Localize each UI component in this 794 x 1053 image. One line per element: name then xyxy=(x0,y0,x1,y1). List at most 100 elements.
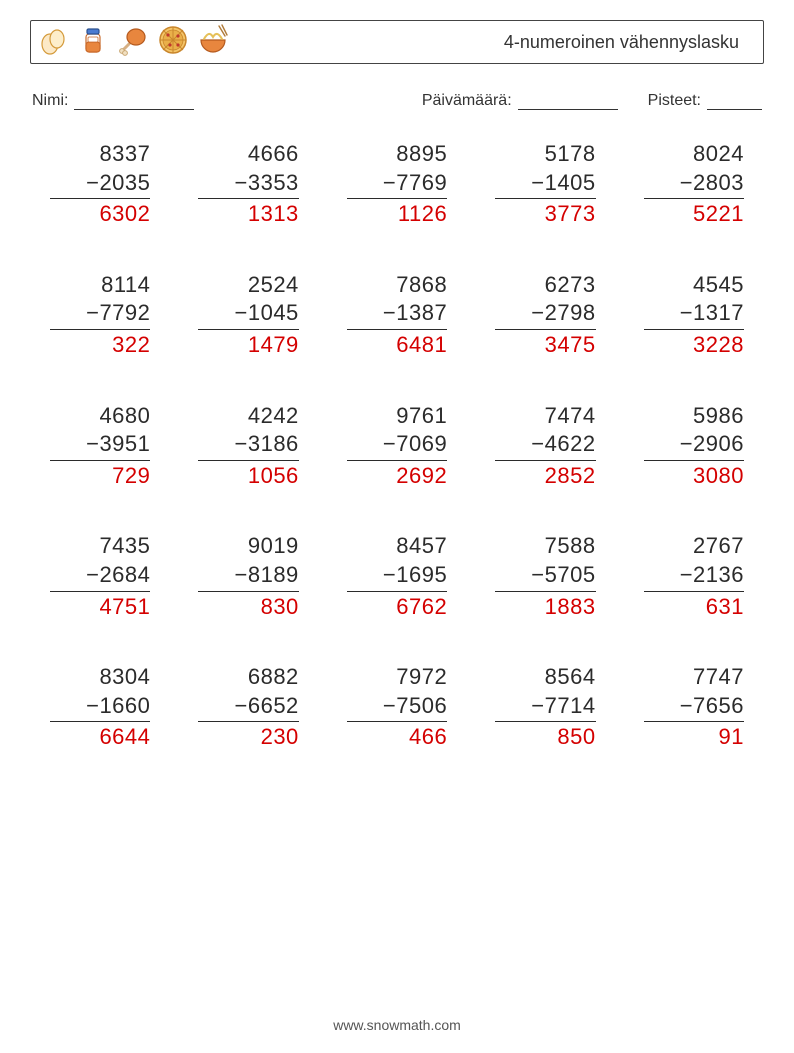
minuend: 8114 xyxy=(101,271,150,300)
header-box: 4-numeroinen vähennyslasku xyxy=(30,20,764,64)
name-label: Nimi: xyxy=(32,92,68,110)
answer: 1479 xyxy=(248,330,299,360)
subtraction-problem: 4680−3951729 xyxy=(50,402,150,491)
minuend: 8337 xyxy=(99,140,150,169)
minuend: 8564 xyxy=(545,663,596,692)
answer: 850 xyxy=(557,722,595,752)
minuend: 7588 xyxy=(545,532,596,561)
subtrahend: −2803 xyxy=(644,169,744,200)
subtraction-problem: 8457−16956762 xyxy=(347,532,447,621)
problems-grid: 8337−20356302 4666−33531313 8895−77691126 5… xyxy=(30,140,764,752)
subtraction-problem: 4242−31861056 xyxy=(198,402,298,491)
subtraction-problem: 8337−20356302 xyxy=(50,140,150,229)
answer: 6644 xyxy=(99,722,150,752)
name-field: Nimi: xyxy=(32,92,194,110)
subtraction-problem: 2524−10451479 xyxy=(198,271,298,360)
answer: 6762 xyxy=(396,592,447,622)
minuend: 5178 xyxy=(545,140,596,169)
name-blank[interactable] xyxy=(74,95,194,110)
subtrahend: −1317 xyxy=(644,299,744,330)
subtrahend: −2906 xyxy=(644,430,744,461)
footer-url: www.snowmath.com xyxy=(333,1017,461,1033)
answer: 1313 xyxy=(248,199,299,229)
noodle-bowl-icon xyxy=(197,24,229,61)
subtraction-problem: 7868−13876481 xyxy=(347,271,447,360)
subtraction-problem: 7435−26844751 xyxy=(50,532,150,621)
minuend: 6882 xyxy=(248,663,299,692)
subtrahend: −7792 xyxy=(50,299,150,330)
subtraction-problem: 8895−77691126 xyxy=(347,140,447,229)
answer: 1056 xyxy=(248,461,299,491)
subtrahend: −1387 xyxy=(347,299,447,330)
answer: 1126 xyxy=(398,199,447,229)
footer: www.snowmath.com xyxy=(0,1017,794,1033)
subtraction-problem: 5178−14053773 xyxy=(495,140,595,229)
minuend: 9019 xyxy=(248,532,299,561)
subtrahend: −7656 xyxy=(644,692,744,723)
answer: 466 xyxy=(409,722,447,752)
date-label: Päivämäärä: xyxy=(422,92,512,110)
minuend: 4545 xyxy=(693,271,744,300)
answer: 2692 xyxy=(396,461,447,491)
subtraction-problem: 8304−16606644 xyxy=(50,663,150,752)
answer: 91 xyxy=(719,722,744,752)
worksheet-page: 4-numeroinen vähennyslasku Nimi: Päivämä… xyxy=(0,0,794,1053)
score-label: Pisteet: xyxy=(648,92,701,110)
answer: 6481 xyxy=(396,330,447,360)
subtrahend: −7769 xyxy=(347,169,447,200)
minuend: 4242 xyxy=(248,402,299,431)
subtraction-problem: 8114−7792322 xyxy=(50,271,150,360)
subtrahend: −3951 xyxy=(50,430,150,461)
subtraction-problem: 7474−46222852 xyxy=(495,402,595,491)
subtrahend: −2684 xyxy=(50,561,150,592)
jar-icon xyxy=(77,24,109,61)
answer: 5221 xyxy=(693,199,744,229)
subtrahend: −8189 xyxy=(198,561,298,592)
minuend: 4666 xyxy=(248,140,299,169)
subtrahend: −4622 xyxy=(495,430,595,461)
answer: 830 xyxy=(261,592,299,622)
subtraction-problem: 9019−8189830 xyxy=(198,532,298,621)
date-field: Päivämäärä: xyxy=(422,92,618,110)
subtrahend: −6652 xyxy=(198,692,298,723)
minuend: 8304 xyxy=(99,663,150,692)
answer: 729 xyxy=(112,461,150,491)
answer: 4751 xyxy=(99,592,150,622)
worksheet-title: 4-numeroinen vähennyslasku xyxy=(504,32,753,53)
date-blank[interactable] xyxy=(518,95,618,110)
subtraction-problem: 5986−29063080 xyxy=(644,402,744,491)
answer: 6302 xyxy=(99,199,150,229)
subtraction-problem: 7747−765691 xyxy=(644,663,744,752)
subtrahend: −2035 xyxy=(50,169,150,200)
subtrahend: −2136 xyxy=(644,561,744,592)
subtraction-problem: 7588−57051883 xyxy=(495,532,595,621)
subtraction-problem: 7972−7506466 xyxy=(347,663,447,752)
subtrahend: −3186 xyxy=(198,430,298,461)
minuend: 8024 xyxy=(693,140,744,169)
minuend: 5986 xyxy=(693,402,744,431)
subtrahend: −1660 xyxy=(50,692,150,723)
subtraction-problem: 8564−7714850 xyxy=(495,663,595,752)
subtraction-problem: 6273−27983475 xyxy=(495,271,595,360)
answer: 3475 xyxy=(545,330,596,360)
subtrahend: −3353 xyxy=(198,169,298,200)
pizza-icon xyxy=(157,24,189,61)
minuend: 8457 xyxy=(396,532,447,561)
subtrahend: −7714 xyxy=(495,692,595,723)
subtraction-problem: 8024−28035221 xyxy=(644,140,744,229)
minuend: 6273 xyxy=(545,271,596,300)
answer: 230 xyxy=(261,722,299,752)
subtrahend: −1695 xyxy=(347,561,447,592)
minuend: 7474 xyxy=(545,402,596,431)
subtraction-problem: 4545−13173228 xyxy=(644,271,744,360)
subtrahend: −1045 xyxy=(198,299,298,330)
answer: 322 xyxy=(112,330,150,360)
subtraction-problem: 9761−70692692 xyxy=(347,402,447,491)
answer: 1883 xyxy=(545,592,596,622)
subtraction-problem: 2767−2136631 xyxy=(644,532,744,621)
subtrahend: −1405 xyxy=(495,169,595,200)
score-blank[interactable] xyxy=(707,95,762,110)
fields-row: Nimi: Päivämäärä: Pisteet: xyxy=(30,92,764,110)
subtrahend: −7069 xyxy=(347,430,447,461)
subtraction-problem: 4666−33531313 xyxy=(198,140,298,229)
